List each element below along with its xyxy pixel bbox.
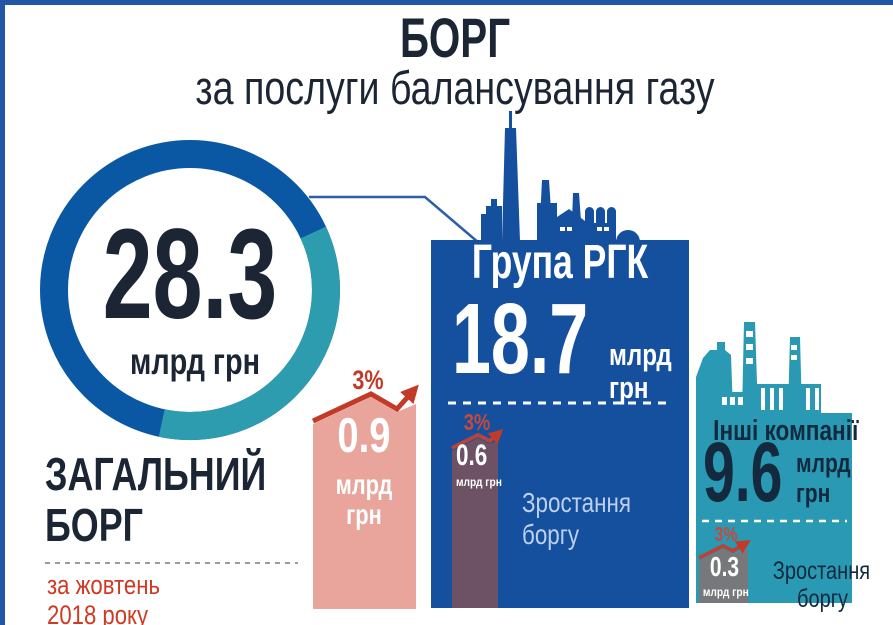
rgk-growth-label-line2: боргу [522, 519, 580, 550]
period-line2: 2018 року [47, 600, 149, 625]
rgk-growth-bar [452, 438, 498, 608]
growth-bar-total [313, 397, 416, 609]
total-debt-label: ЗАГАЛЬНИЙ БОРГ [45, 449, 266, 551]
others-unit-line1: млрд [796, 448, 851, 478]
others-unit-line2: грн [796, 478, 831, 508]
others-value: 9.6 [703, 425, 783, 519]
others-growth-bar [699, 549, 748, 603]
others-growth-label-line1: Зростання [772, 557, 871, 585]
rgk-unit-line2: грн [609, 370, 649, 405]
factory-windows-others [722, 331, 819, 410]
total-debt-label-line1: ЗАГАЛЬНИЙ [45, 448, 267, 500]
rgk-growth-value: 0.6 [456, 439, 488, 472]
rgk-unit: млрд грн [609, 338, 672, 404]
rgk-growth-label: Зростання боргу [522, 487, 631, 551]
total-growth-unit-line2: грн [346, 499, 382, 530]
total-debt-unit: млрд грн [129, 341, 261, 382]
others-growth-unit: млрд грн [702, 585, 749, 599]
total-growth-unit-line1: млрд [335, 469, 393, 500]
factory-windows-rgk [560, 227, 609, 231]
total-debt-value: 28.3 [102, 203, 278, 346]
rgk-growth-arrow [451, 429, 504, 450]
page-subtitle: за послуги балансування газу [195, 61, 715, 114]
total-growth-unit: млрд грн [325, 470, 403, 530]
page-border-top [0, 0, 893, 5]
rgk-unit-line1: млрд [609, 337, 672, 372]
period-label: за жовтень 2018 року [47, 570, 160, 625]
factory-silhouette-rgk [481, 111, 640, 242]
period-line1: за жовтень [47, 570, 160, 600]
rgk-name: Група РГК [471, 236, 649, 289]
others-growth-label-line2: боргу [797, 585, 848, 613]
donut-ring-others-segment [158, 226, 340, 440]
page-title: БОРГ [399, 6, 511, 69]
page-border-left [0, 0, 5, 625]
total-debt-label-line2: БОРГ [45, 499, 143, 551]
total-growth-percent: 3% [352, 365, 384, 395]
rgk-growth-unit: млрд грн [456, 475, 502, 489]
others-growth-label: Зростання боргу [772, 557, 871, 613]
growth-arrow-total [311, 384, 419, 424]
rgk-growth-percent: 3% [463, 409, 491, 435]
connector-line [309, 195, 480, 244]
others-unit: млрд грн [796, 448, 851, 508]
others-growth-percent: 3% [714, 524, 738, 546]
rgk-value: 18.7 [452, 283, 589, 395]
total-growth-value: 0.9 [337, 409, 391, 463]
factory-silhouette-others [696, 322, 821, 413]
others-growth-arrow [698, 539, 751, 560]
others-name: Інші компанії [713, 415, 859, 447]
others-growth-value: 0.3 [709, 551, 740, 582]
rgk-growth-label-line1: Зростання [522, 487, 631, 518]
